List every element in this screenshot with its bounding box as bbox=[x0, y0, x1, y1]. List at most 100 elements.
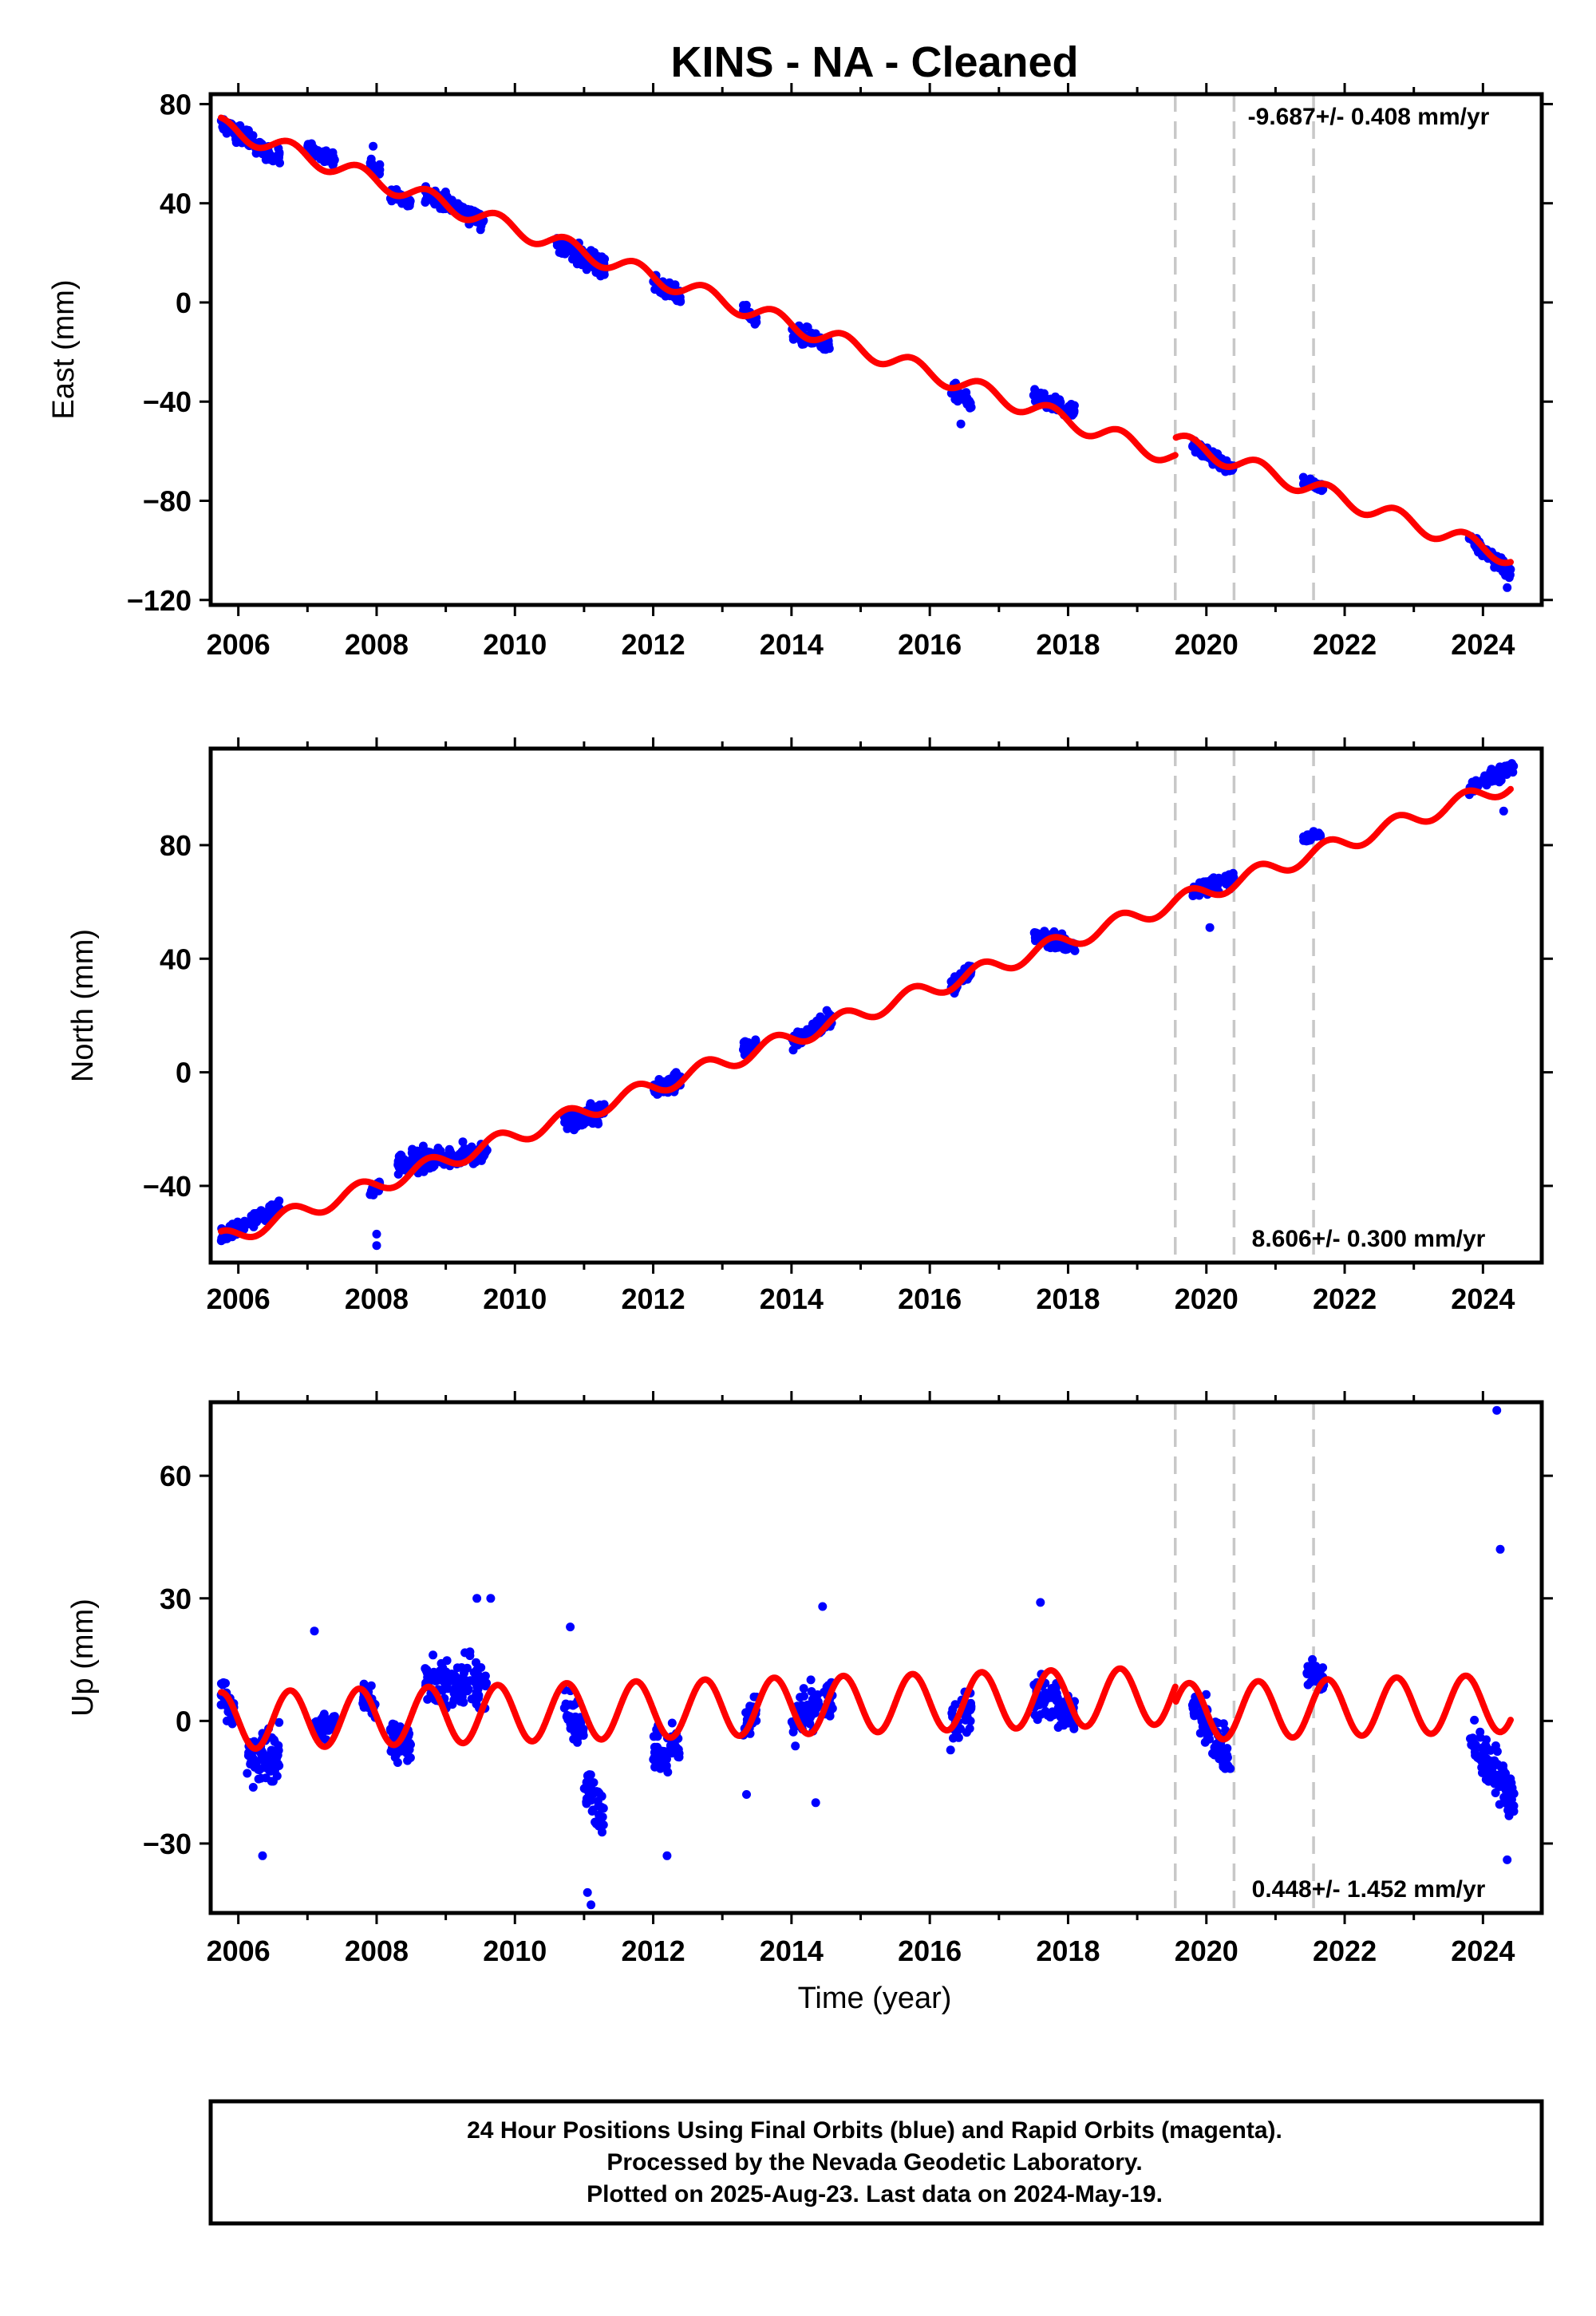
data-point bbox=[1059, 1721, 1069, 1730]
data-point bbox=[650, 1748, 659, 1757]
model-curve-2 bbox=[1172, 1672, 1514, 1743]
data-point bbox=[459, 1697, 468, 1707]
x-tick-label: 2010 bbox=[483, 1935, 547, 1967]
data-point bbox=[659, 1755, 669, 1764]
data-point bbox=[566, 1717, 575, 1726]
y-tick-label: 80 bbox=[160, 829, 192, 862]
data-point bbox=[1223, 1761, 1233, 1770]
data-point bbox=[664, 1075, 674, 1085]
data-point bbox=[1495, 1800, 1504, 1809]
data-point-outlier bbox=[1492, 1405, 1502, 1415]
data-point bbox=[1476, 1733, 1485, 1742]
data-point bbox=[388, 1729, 397, 1738]
data-point bbox=[1303, 1680, 1313, 1690]
data-point-outlier bbox=[258, 1851, 267, 1860]
y-tick-label: 0 bbox=[176, 1057, 192, 1089]
x-tick-label: 2018 bbox=[1036, 1935, 1100, 1967]
data-point bbox=[1497, 1774, 1507, 1784]
data-point bbox=[1308, 1654, 1317, 1664]
data-point bbox=[462, 1676, 472, 1686]
data-point bbox=[956, 1724, 965, 1733]
x-tick-label: 2016 bbox=[898, 1282, 962, 1315]
x-tick-label: 2020 bbox=[1175, 1282, 1238, 1315]
data-point bbox=[1496, 1762, 1506, 1772]
data-point bbox=[218, 122, 227, 132]
data-point bbox=[571, 252, 579, 262]
data-point bbox=[433, 1675, 443, 1685]
data-point bbox=[1224, 870, 1234, 879]
x-tick-label: 2008 bbox=[345, 1282, 409, 1315]
model-curve-1 bbox=[218, 114, 1179, 464]
data-point bbox=[318, 1731, 327, 1741]
model-curve-1 bbox=[218, 896, 1179, 1240]
data-point bbox=[1207, 879, 1216, 888]
data-point-outlier bbox=[486, 1594, 496, 1603]
footer-line-1: 24 Hour Positions Using Final Orbits (bl… bbox=[467, 2117, 1282, 2144]
data-point-outlier bbox=[587, 1900, 596, 1910]
data-point bbox=[438, 1686, 448, 1695]
data-point bbox=[1470, 1715, 1479, 1725]
data-point-outlier bbox=[369, 141, 378, 151]
y-tick-label: −80 bbox=[143, 485, 192, 518]
data-point bbox=[662, 1762, 671, 1772]
x-tick-label: 2008 bbox=[345, 1935, 409, 1967]
x-tick-label: 2024 bbox=[1451, 1935, 1515, 1967]
data-point bbox=[669, 1745, 678, 1755]
rate-label: 0.448+/- 1.452 mm/yr bbox=[1252, 1876, 1486, 1903]
y-tick-label: 80 bbox=[160, 88, 192, 121]
data-point-outlier bbox=[310, 1626, 319, 1636]
data-point bbox=[1033, 1715, 1042, 1725]
data-point-outlier bbox=[472, 1594, 482, 1603]
data-point bbox=[1037, 393, 1046, 402]
data-point bbox=[794, 1029, 804, 1038]
data-point bbox=[248, 1753, 258, 1762]
data-point bbox=[303, 142, 313, 152]
data-point bbox=[251, 148, 261, 158]
data-point bbox=[462, 1663, 472, 1673]
data-point bbox=[556, 243, 565, 252]
data-point bbox=[222, 1716, 231, 1725]
data-point bbox=[966, 1701, 976, 1711]
y-tick-label: −40 bbox=[143, 1170, 192, 1203]
data-point bbox=[1499, 1783, 1509, 1792]
model-curve-1 bbox=[218, 1665, 1179, 1753]
x-tick-label: 2016 bbox=[898, 1935, 962, 1967]
data-point-outlier bbox=[818, 1602, 828, 1611]
data-point bbox=[791, 1741, 800, 1751]
data-point-outlier bbox=[1499, 806, 1508, 816]
data-point bbox=[429, 1650, 438, 1660]
data-point bbox=[419, 1167, 429, 1176]
data-point-outlier bbox=[662, 1851, 672, 1860]
data-point bbox=[1503, 565, 1513, 575]
data-points bbox=[216, 1405, 1519, 1910]
data-point bbox=[320, 1719, 330, 1729]
x-tick-label: 2006 bbox=[207, 1282, 271, 1315]
plot-frame bbox=[208, 92, 1544, 607]
data-point bbox=[1302, 834, 1311, 844]
data-point-outlier bbox=[1205, 923, 1215, 932]
x-tick-label: 2020 bbox=[1175, 628, 1238, 661]
data-point bbox=[598, 1804, 607, 1813]
data-point bbox=[816, 342, 826, 352]
data-point bbox=[1047, 1693, 1057, 1702]
data-point bbox=[587, 1796, 596, 1805]
data-point bbox=[274, 1745, 283, 1755]
data-point-outlier bbox=[1503, 583, 1512, 592]
data-point bbox=[806, 1026, 816, 1035]
data-point bbox=[954, 1733, 963, 1742]
data-point bbox=[324, 149, 334, 159]
x-tick-label: 2016 bbox=[898, 628, 962, 661]
x-tick-label: 2024 bbox=[1451, 1282, 1515, 1315]
y-tick-label: 0 bbox=[176, 1705, 192, 1737]
y-tick-label: −120 bbox=[127, 584, 192, 617]
y-tick-label: −40 bbox=[143, 385, 192, 418]
model-curve-2 bbox=[1172, 433, 1514, 567]
x-tick-label: 2022 bbox=[1313, 1935, 1377, 1967]
data-point bbox=[572, 1724, 582, 1733]
data-point bbox=[561, 1116, 571, 1125]
data-point bbox=[233, 1217, 243, 1227]
data-point-outlier bbox=[1495, 1544, 1505, 1554]
data-point bbox=[312, 1717, 321, 1726]
data-point bbox=[1482, 1742, 1491, 1752]
